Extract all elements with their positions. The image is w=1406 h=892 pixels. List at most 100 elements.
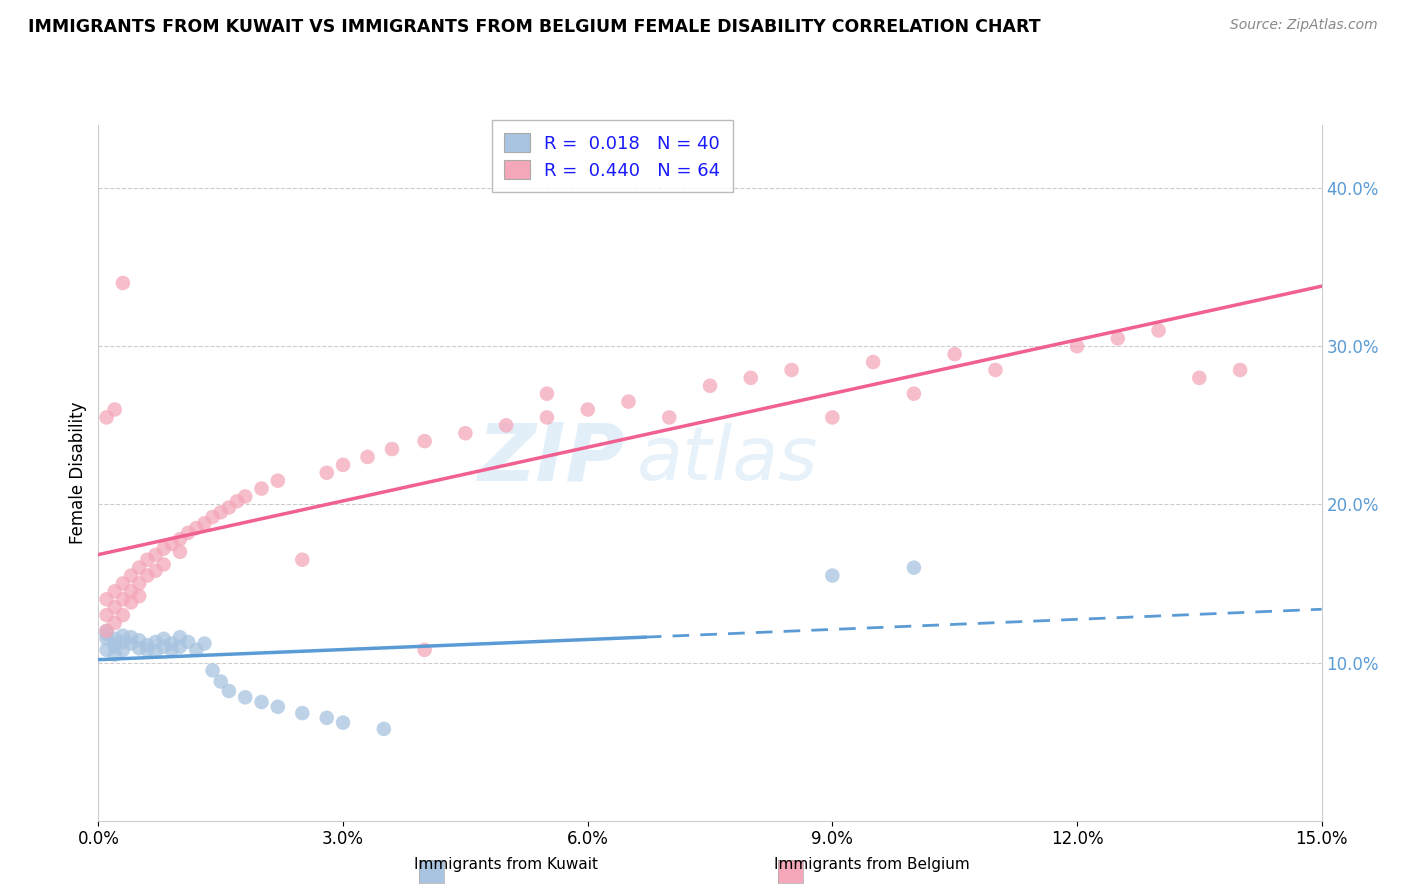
Point — [128, 641, 150, 656]
Point — [104, 640, 127, 654]
Point — [780, 363, 803, 377]
Point — [1066, 339, 1088, 353]
Point — [617, 394, 640, 409]
Text: atlas: atlas — [637, 423, 818, 495]
Point — [413, 643, 436, 657]
Point — [96, 624, 118, 638]
Point — [145, 548, 167, 562]
Point — [160, 537, 183, 551]
Point — [169, 545, 191, 559]
Point — [145, 644, 167, 658]
Point — [104, 402, 127, 417]
Point — [111, 576, 134, 591]
Point — [111, 643, 134, 657]
Point — [291, 552, 314, 567]
Point — [821, 568, 844, 582]
Point — [145, 564, 167, 578]
Text: Immigrants from Kuwait: Immigrants from Kuwait — [415, 857, 598, 872]
Point — [111, 608, 134, 623]
Point — [903, 560, 925, 574]
Point — [111, 592, 134, 607]
Point — [128, 633, 150, 648]
Point — [160, 643, 183, 657]
Point — [536, 386, 558, 401]
Point — [658, 410, 681, 425]
Point — [96, 632, 118, 646]
Point — [740, 371, 762, 385]
Point — [315, 466, 337, 480]
Point — [152, 541, 174, 556]
Point — [96, 643, 118, 657]
Text: Source: ZipAtlas.com: Source: ZipAtlas.com — [1230, 18, 1378, 32]
Point — [193, 516, 215, 531]
Point — [576, 402, 599, 417]
Point — [111, 629, 134, 643]
Point — [160, 636, 183, 650]
Point — [186, 643, 208, 657]
Point — [201, 510, 224, 524]
Point — [128, 589, 150, 603]
Point — [104, 600, 127, 615]
Point — [315, 711, 337, 725]
Point — [136, 568, 159, 582]
Point — [1107, 331, 1129, 345]
Point — [120, 568, 142, 582]
Point — [193, 636, 215, 650]
Point — [413, 434, 436, 449]
Point — [201, 664, 224, 678]
Point — [169, 630, 191, 644]
Point — [186, 521, 208, 535]
Point — [96, 608, 118, 623]
Point — [373, 722, 395, 736]
Point — [218, 500, 240, 515]
Point — [111, 635, 134, 649]
Point — [1147, 323, 1170, 337]
Point — [145, 635, 167, 649]
Point — [128, 560, 150, 574]
Point — [250, 695, 273, 709]
Point — [104, 636, 127, 650]
Point — [177, 635, 200, 649]
Point — [536, 410, 558, 425]
Point — [984, 363, 1007, 377]
Point — [96, 592, 118, 607]
Point — [267, 699, 290, 714]
Point — [104, 648, 127, 662]
Point — [96, 410, 118, 425]
Point — [120, 595, 142, 609]
Point — [267, 474, 290, 488]
Point — [226, 494, 249, 508]
Point — [943, 347, 966, 361]
Point — [152, 558, 174, 572]
Point — [381, 442, 404, 456]
Point — [96, 624, 118, 638]
Point — [120, 636, 142, 650]
Point — [454, 426, 477, 441]
Point — [152, 632, 174, 646]
Point — [104, 615, 127, 630]
Point — [120, 630, 142, 644]
Point — [120, 584, 142, 599]
Legend: R =  0.018   N = 40, R =  0.440   N = 64: R = 0.018 N = 40, R = 0.440 N = 64 — [492, 120, 733, 193]
Point — [1188, 371, 1211, 385]
Point — [356, 450, 378, 464]
Point — [104, 584, 127, 599]
Point — [495, 418, 517, 433]
Point — [233, 490, 256, 504]
Point — [104, 632, 127, 646]
Text: IMMIGRANTS FROM KUWAIT VS IMMIGRANTS FROM BELGIUM FEMALE DISABILITY CORRELATION : IMMIGRANTS FROM KUWAIT VS IMMIGRANTS FRO… — [28, 18, 1040, 36]
Point — [1229, 363, 1251, 377]
Point — [233, 690, 256, 705]
Point — [250, 482, 273, 496]
Y-axis label: Female Disability: Female Disability — [69, 401, 87, 544]
Point — [96, 627, 118, 641]
Point — [169, 640, 191, 654]
Point — [136, 552, 159, 567]
Point — [291, 706, 314, 720]
Point — [699, 378, 721, 392]
Point — [209, 505, 232, 519]
Point — [209, 674, 232, 689]
Point — [903, 386, 925, 401]
Point — [152, 640, 174, 654]
Point — [111, 276, 134, 290]
